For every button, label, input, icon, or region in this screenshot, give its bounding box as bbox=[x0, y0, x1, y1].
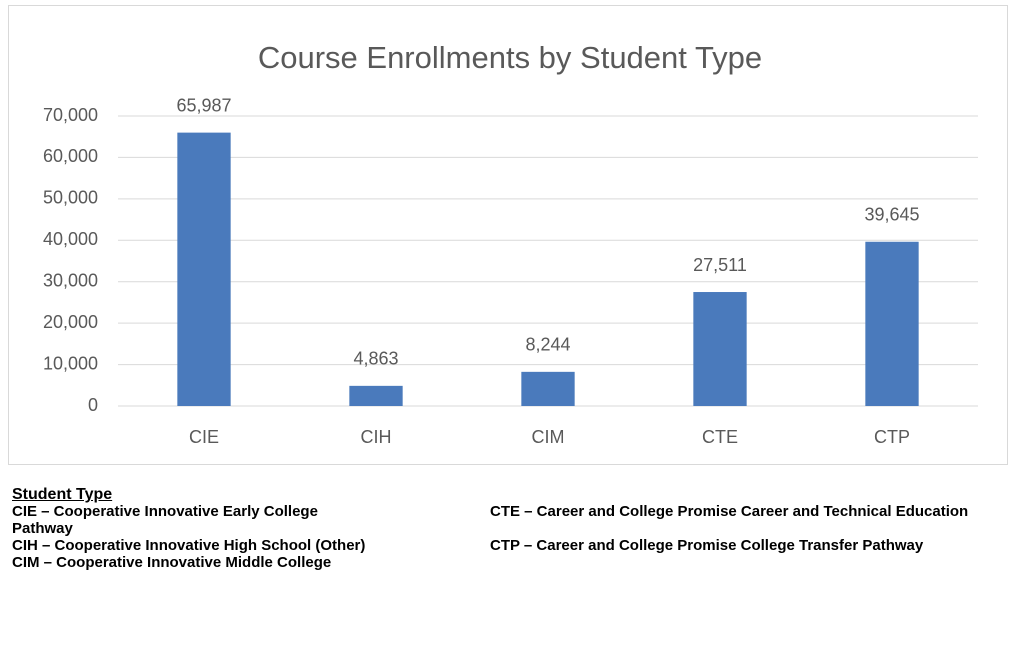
note: CIH – Cooperative Innovative High School… bbox=[12, 537, 366, 554]
bar bbox=[349, 385, 403, 406]
note: CIE – Cooperative Innovative Early Colle… bbox=[12, 503, 318, 520]
x-tick-label: CTE bbox=[702, 427, 738, 447]
x-tick-label: CIM bbox=[532, 427, 565, 447]
x-tick-label: CIE bbox=[189, 427, 219, 447]
data-label: 4,863 bbox=[353, 349, 398, 369]
y-tick-label: 30,000 bbox=[43, 270, 98, 290]
bar bbox=[865, 241, 919, 406]
bar bbox=[693, 292, 747, 406]
bar bbox=[177, 132, 231, 406]
notes-title: Student Type bbox=[12, 486, 113, 503]
chart-title: Course Enrollments by Student Type bbox=[258, 40, 762, 75]
data-label: 27,511 bbox=[693, 255, 747, 275]
y-tick-label: 70,000 bbox=[43, 105, 98, 125]
x-tick-label: CTP bbox=[874, 427, 910, 447]
note: CTE – Career and College Promise Career … bbox=[12, 503, 969, 537]
chart: Course Enrollments by Student Type 0 10,0… bbox=[8, 5, 1008, 465]
notes: Student Type CIE – Cooperative Innovativ… bbox=[12, 486, 1007, 571]
y-tick-label: 60,000 bbox=[43, 146, 98, 166]
y-tick-label: 0 bbox=[88, 395, 98, 415]
y-tick-label: 40,000 bbox=[43, 229, 98, 249]
note: CIM – Cooperative Innovative Middle Coll… bbox=[12, 554, 332, 571]
y-tick-label: 10,000 bbox=[43, 353, 98, 373]
bar bbox=[521, 371, 575, 406]
data-label: 65,987 bbox=[176, 95, 231, 115]
y-tick-label: 50,000 bbox=[43, 188, 98, 208]
y-tick-label: 20,000 bbox=[43, 312, 98, 332]
data-label: 8,244 bbox=[525, 335, 570, 355]
chart-border bbox=[8, 5, 1008, 465]
note: CTP – Career and College Promise College… bbox=[490, 537, 924, 554]
x-tick-label: CIH bbox=[361, 427, 392, 447]
data-label: 39,645 bbox=[864, 205, 919, 225]
